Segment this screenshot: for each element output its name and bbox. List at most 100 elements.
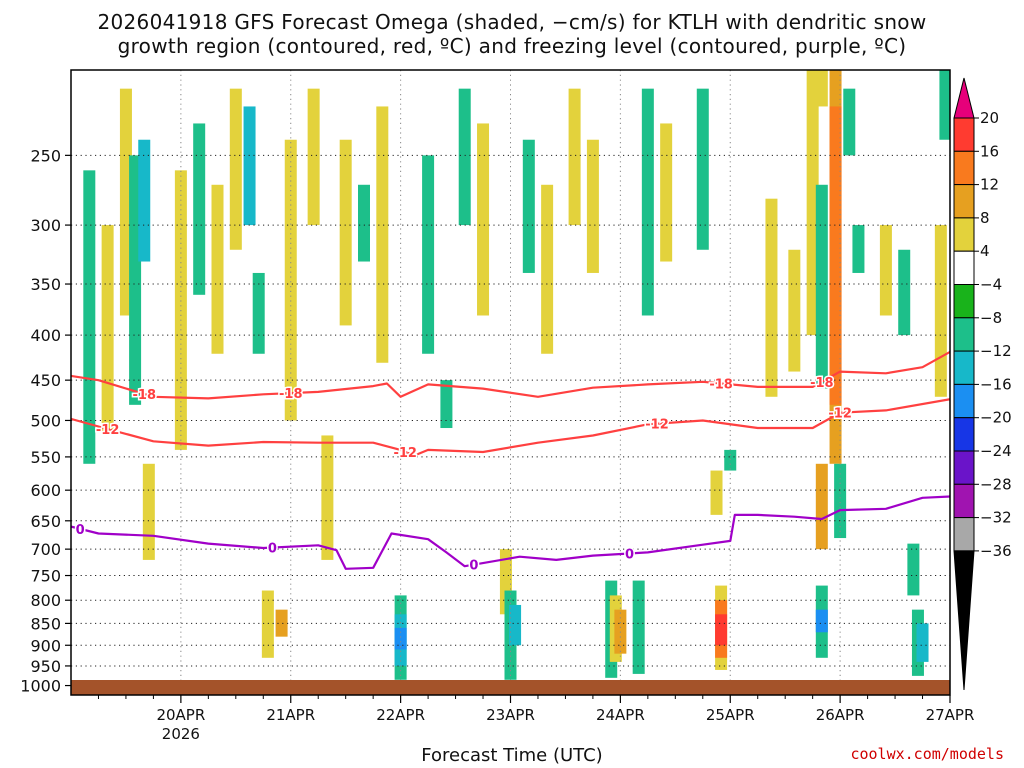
- colorbar-segment: [953, 350, 975, 385]
- time-tick-label: 22APR: [376, 706, 425, 724]
- colorbar-label: −20: [980, 409, 1012, 427]
- omega-cell: [243, 106, 256, 226]
- colorbar-label: −28: [980, 475, 1012, 493]
- temperature-contours: -18 -18 -18 -18 -12 -12 -12 -12 0 0 0 0: [71, 350, 950, 575]
- colorbar-label: 12: [980, 176, 999, 194]
- contour-label: -12: [645, 418, 669, 433]
- omega-cell: [724, 449, 737, 471]
- omega-cell: [696, 88, 709, 250]
- colorbar-segment: [953, 417, 975, 452]
- chart-title-line-1: 2026041918 GFS Forecast Omega (shaded, −…: [97, 10, 927, 34]
- contour-line: [71, 350, 950, 400]
- contour-label: -18: [133, 388, 157, 403]
- contour-label: -18: [709, 378, 733, 393]
- omega-cell: [568, 88, 581, 226]
- pressure-tick-label: 900: [30, 636, 61, 655]
- pressure-axis: 250 300 350 400 450 500 550 600 650 700 750 800 850 9…: [20, 146, 71, 696]
- omega-cell: [815, 184, 828, 389]
- time-tick-label: 26APR: [816, 706, 865, 724]
- omega-cell: [632, 580, 645, 674]
- pressure-tick-label: 950: [30, 657, 61, 676]
- pressure-tick-label: 800: [30, 591, 61, 610]
- pressure-tick-label: 300: [30, 216, 61, 235]
- omega-cell: [586, 139, 599, 273]
- time-tick-label: 21APR: [266, 706, 315, 724]
- pressure-tick-label: 350: [30, 275, 61, 294]
- time-tick-label: 27APR: [926, 706, 975, 724]
- omega-cell: [138, 139, 151, 262]
- contour-label: -12: [828, 407, 852, 422]
- colorbar-label: −24: [980, 442, 1012, 460]
- omega-cell: [934, 225, 947, 397]
- omega-cell: [129, 155, 142, 405]
- omega-cell: [879, 225, 892, 316]
- colorbar-label: −16: [980, 375, 1012, 393]
- time-tick-label: 25APR: [706, 706, 755, 724]
- colorbar-label: 8: [980, 209, 990, 227]
- omega-cell: [806, 70, 819, 336]
- year-label: 2026: [162, 725, 200, 743]
- omega-cell: [815, 70, 828, 107]
- time-axis: 20APR 21APR 22APR 23APR 24APR 25APR 26APR 27APR…: [97, 695, 975, 743]
- omega-cell: [193, 123, 206, 295]
- contour-label: -18: [810, 376, 834, 391]
- contour-label: 0: [625, 547, 634, 562]
- omega-cell: [522, 139, 535, 273]
- pressure-tick-label: 1000: [20, 677, 61, 696]
- ground-surface: [71, 680, 950, 695]
- colorbar-label: −12: [980, 342, 1012, 360]
- omega-cell: [852, 225, 865, 273]
- colorbar-label: 20: [980, 109, 999, 127]
- time-tick-label: 23APR: [486, 706, 535, 724]
- pressure-tick-label: 550: [30, 448, 61, 467]
- pressure-tick-label: 650: [30, 512, 61, 531]
- gridlines: [71, 70, 950, 695]
- colorbar-segment: [953, 184, 975, 219]
- pressure-tick-label: 700: [30, 540, 61, 559]
- pressure-tick-label: 400: [30, 326, 61, 345]
- omega-cell: [815, 609, 828, 633]
- colorbar-segment: [953, 317, 975, 352]
- omega-cell: [394, 627, 407, 650]
- colorbar-segment: [953, 217, 975, 252]
- contour-line: [71, 495, 950, 570]
- colorbar-label: −8: [980, 309, 1002, 327]
- pressure-tick-label: 600: [30, 481, 61, 500]
- omega-cell: [477, 123, 490, 316]
- omega-cell: [307, 88, 320, 226]
- omega-cell: [898, 249, 911, 336]
- omega-cell: [422, 155, 435, 354]
- omega-cell: [541, 184, 554, 354]
- omega-cell: [229, 88, 242, 250]
- omega-cell: [339, 139, 352, 326]
- colorbar-segment: [953, 483, 975, 519]
- pressure-tick-label: 750: [30, 567, 61, 586]
- contour-label: -12: [393, 446, 417, 461]
- omega-cell: [458, 88, 471, 226]
- omega-cell: [211, 184, 224, 354]
- omega-cell: [660, 123, 673, 262]
- omega-cell: [275, 609, 288, 637]
- source-credit: coolwx.com/models: [850, 745, 1004, 763]
- pressure-tick-label: 850: [30, 614, 61, 633]
- colorbar-label: −4: [980, 276, 1002, 294]
- omega-cell: [843, 88, 856, 156]
- omega-cell: [358, 184, 370, 262]
- omega-cell: [815, 463, 828, 550]
- colorbar-segment: [953, 517, 975, 552]
- omega-cell: [715, 614, 728, 646]
- colorbar-segment: [953, 383, 975, 419]
- x-axis-title: Forecast Time (UTC): [421, 745, 603, 766]
- omega-cell: [916, 623, 929, 662]
- omega-cell: [939, 70, 950, 140]
- omega-cell: [261, 590, 274, 658]
- omega-cell: [321, 435, 334, 560]
- colorbar-segment: [953, 150, 975, 186]
- omega-cell: [83, 170, 96, 464]
- colorbar-label: 16: [980, 142, 999, 160]
- colorbar-segment: [953, 250, 975, 285]
- omega-colorbar: 20 16 12 8 4 −4 −8 −12 −16 −20 −24 −28 −32 −36: [953, 77, 1012, 691]
- omega-cell: [710, 470, 723, 515]
- omega-cell: [907, 543, 920, 596]
